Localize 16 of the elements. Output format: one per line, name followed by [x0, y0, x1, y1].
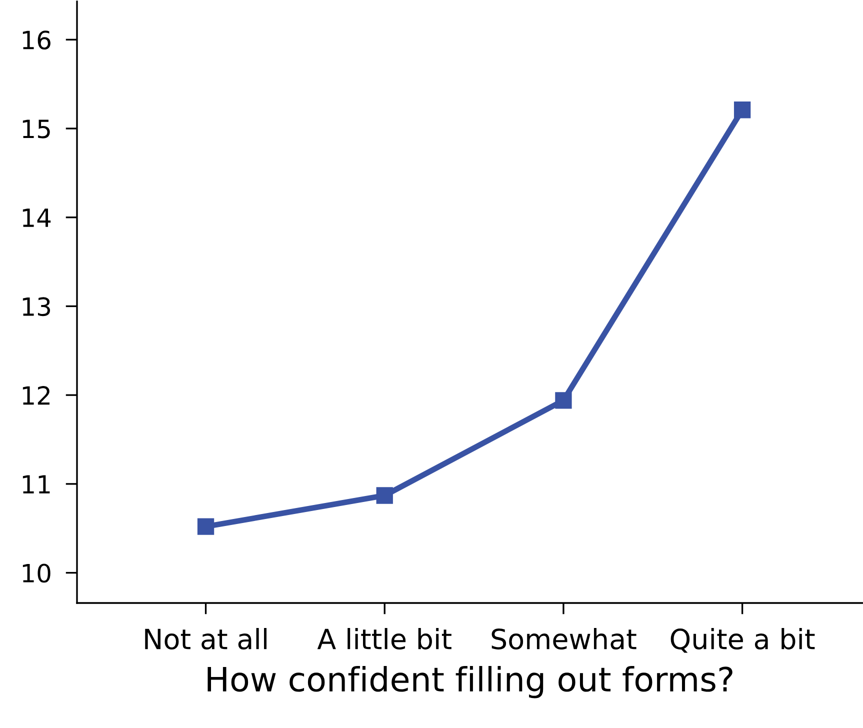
- point: [734, 102, 751, 118]
- y-tick-label: 11: [22, 475, 50, 494]
- point: [555, 392, 572, 409]
- point: [197, 518, 214, 535]
- y-tick-label: 12: [22, 386, 50, 405]
- x-tick-label: A little bit: [317, 628, 452, 650]
- x-tick-label: Somewhat: [492, 628, 636, 650]
- x-axis-title: How confident filling out forms?: [208, 666, 732, 698]
- x-tick-label: Quite a bit: [670, 628, 815, 653]
- y-tick-label: 14: [22, 208, 51, 227]
- y-tick-label: 10: [22, 564, 50, 583]
- y-tick-label: 16: [22, 30, 50, 50]
- y-tick-label: 15: [22, 120, 50, 138]
- y-tick-label: 13: [22, 297, 50, 316]
- x-tick-label: Not at all: [145, 628, 267, 650]
- point: [376, 487, 393, 504]
